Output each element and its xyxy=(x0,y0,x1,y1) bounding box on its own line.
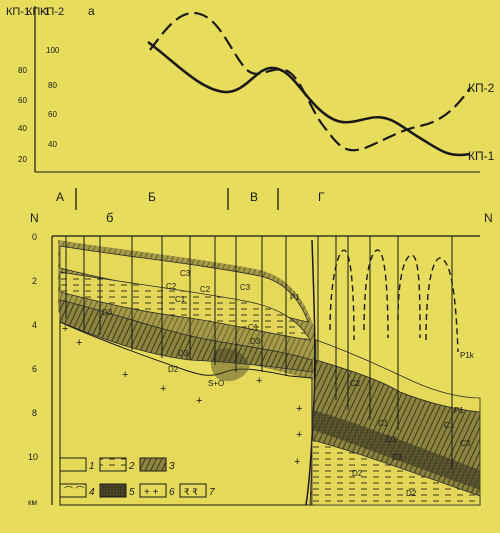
depth-tick: 10 xyxy=(28,452,38,462)
legend-swatch-4 xyxy=(59,483,87,498)
legend-label: 2 xyxy=(128,461,135,472)
kp2-curve-label: КП-2 xyxy=(468,81,495,95)
stratum-label: P1k xyxy=(460,351,475,360)
depth-tick: 0 xyxy=(32,232,37,242)
zone-label-v: В xyxy=(250,190,258,204)
kp2-tick: 40 xyxy=(48,140,57,149)
stratum-label: C1 xyxy=(378,419,389,428)
svg-text:+: + xyxy=(76,337,82,349)
legend-label: 6 xyxy=(169,487,175,498)
stratum-label: C3 xyxy=(180,269,191,278)
stratum-label: D3 xyxy=(250,337,261,346)
north-left: N xyxy=(30,211,39,225)
stratum-label: C1 xyxy=(444,421,455,430)
legend-label: 5 xyxy=(129,487,135,498)
stratum-label: C2 xyxy=(200,285,211,294)
stratum-label: D2 xyxy=(168,365,179,374)
kp1-tick: 20 xyxy=(18,155,27,164)
curves-panel: КП-1 КП-2 КП-1 КП-2 а 80 60 40 20 100 80… xyxy=(6,4,495,173)
stratum-label: D3 xyxy=(178,349,189,358)
depth-unit: км xyxy=(28,498,37,507)
legend-label: 1 xyxy=(89,461,95,472)
stratum-label: C2 xyxy=(166,282,177,291)
stratum-label: C3 xyxy=(240,283,251,292)
basement-crosses: + + + + + + + + + xyxy=(62,323,302,468)
stratum-label: P1 xyxy=(290,293,300,302)
stratum-label: C1 xyxy=(248,323,259,332)
intrusion xyxy=(210,348,250,382)
depth-tick: 2 xyxy=(32,276,37,286)
kp1-curve-label: КП-1 xyxy=(468,149,495,163)
panel-sub-label: б xyxy=(106,210,113,225)
kp2-tick: 100 xyxy=(46,46,60,55)
svg-text:+: + xyxy=(196,395,202,407)
strata-band xyxy=(311,439,481,506)
kp1-axis-title: КП-1 xyxy=(6,6,30,18)
stratum-label: P1 xyxy=(454,406,464,415)
strata-labels: C3 C2 C1 C2 C3 D3 C1 D3 D3 D2 S+O P1 C2 … xyxy=(102,269,475,498)
kp1-axis-label: КП-1 xyxy=(26,6,50,18)
legend-swatch-4-glyph: ⌒ ⌒ xyxy=(64,486,85,496)
stratum-label: S+O xyxy=(208,379,224,388)
depth-tick: 4 xyxy=(32,320,37,330)
legend: 1 2 3 ⌒ ⌒ 4 5 + + 6 ₹ ₹ 7 xyxy=(59,457,215,498)
depth-tick: 6 xyxy=(32,364,37,374)
zone-label-g: Г xyxy=(318,190,325,204)
stratum-label: D3 xyxy=(392,453,403,462)
legend-swatch-6-glyph: + + xyxy=(144,487,159,498)
legend-swatch-5 xyxy=(99,483,127,498)
diapirs xyxy=(329,249,459,353)
kp2-axis-title: КП-2 xyxy=(40,6,64,18)
strata-band xyxy=(312,410,480,490)
stratum-label: C1 xyxy=(175,295,186,304)
legend-label: 3 xyxy=(169,461,175,472)
legend-swatch-3 xyxy=(139,457,167,472)
wells-right xyxy=(317,236,453,470)
panel-label: а xyxy=(88,4,95,18)
legend-swatch-2 xyxy=(99,457,127,472)
section-panel: А Б В Г б N N 0 2 4 6 8 10 км xyxy=(28,188,493,507)
svg-text:+: + xyxy=(62,323,68,335)
svg-text:+: + xyxy=(160,383,166,395)
legend-swatch-7 xyxy=(179,483,207,498)
stratum-label: D2 xyxy=(406,489,417,498)
kp1-curve xyxy=(147,40,471,157)
legend-swatch-7-glyph: ₹ ₹ xyxy=(184,487,198,497)
svg-text:+: + xyxy=(122,369,128,381)
zone-label-a: А xyxy=(56,190,64,204)
kp1-tick: 80 xyxy=(18,66,27,75)
kp2-curve xyxy=(149,11,471,152)
legend-label: 7 xyxy=(209,487,215,498)
kp1-tick: 40 xyxy=(18,124,27,133)
stratum-label: C2 xyxy=(350,379,361,388)
svg-text:+: + xyxy=(296,429,302,441)
kp2-tick: 60 xyxy=(48,110,57,119)
kp1-tick: 60 xyxy=(18,96,27,105)
strata-band xyxy=(59,271,311,341)
north-right: N xyxy=(484,211,493,225)
svg-text:+: + xyxy=(294,456,300,468)
svg-text:+: + xyxy=(256,375,262,387)
legend-label: 4 xyxy=(89,487,95,498)
stratum-label: C3 xyxy=(460,439,471,448)
legend-swatch-1 xyxy=(59,457,87,472)
strata-band xyxy=(59,299,313,373)
stratum-label: D2 xyxy=(352,469,363,478)
zone-label-b: Б xyxy=(148,190,156,204)
svg-text:+: + xyxy=(296,403,302,415)
stratum-label: D3 xyxy=(102,308,113,317)
depth-tick: 8 xyxy=(32,408,37,418)
kp2-tick: 80 xyxy=(48,81,57,90)
legend-swatch-6 xyxy=(139,483,167,498)
wells-left xyxy=(65,236,287,376)
stratum-label: D3 xyxy=(386,435,397,444)
